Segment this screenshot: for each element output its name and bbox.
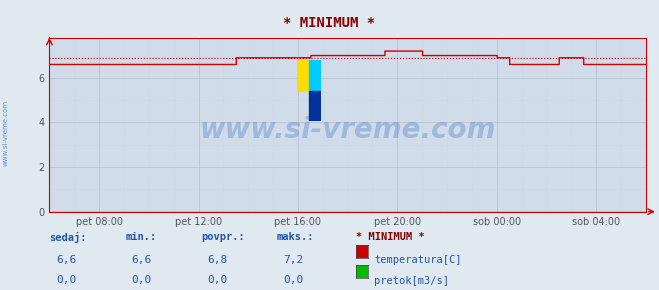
Text: 0,0: 0,0 xyxy=(56,276,76,285)
Text: 6,6: 6,6 xyxy=(132,255,152,265)
Text: 0,0: 0,0 xyxy=(132,276,152,285)
Text: 0,0: 0,0 xyxy=(208,276,227,285)
Text: 6,8: 6,8 xyxy=(208,255,227,265)
Text: 0,0: 0,0 xyxy=(283,276,303,285)
Text: www.si-vreme.com: www.si-vreme.com xyxy=(2,100,9,166)
Text: povpr.:: povpr.: xyxy=(201,232,244,242)
Text: maks.:: maks.: xyxy=(277,232,314,242)
Text: min.:: min.: xyxy=(125,232,156,242)
Text: temperatura[C]: temperatura[C] xyxy=(374,255,462,265)
Text: * MINIMUM *: * MINIMUM * xyxy=(283,16,376,30)
Text: pretok[m3/s]: pretok[m3/s] xyxy=(374,276,449,285)
Text: * MINIMUM *: * MINIMUM * xyxy=(356,232,424,242)
Text: 7,2: 7,2 xyxy=(283,255,303,265)
Text: sedaj:: sedaj: xyxy=(49,232,87,243)
Text: www.si-vreme.com: www.si-vreme.com xyxy=(200,116,496,144)
Text: 6,6: 6,6 xyxy=(56,255,76,265)
